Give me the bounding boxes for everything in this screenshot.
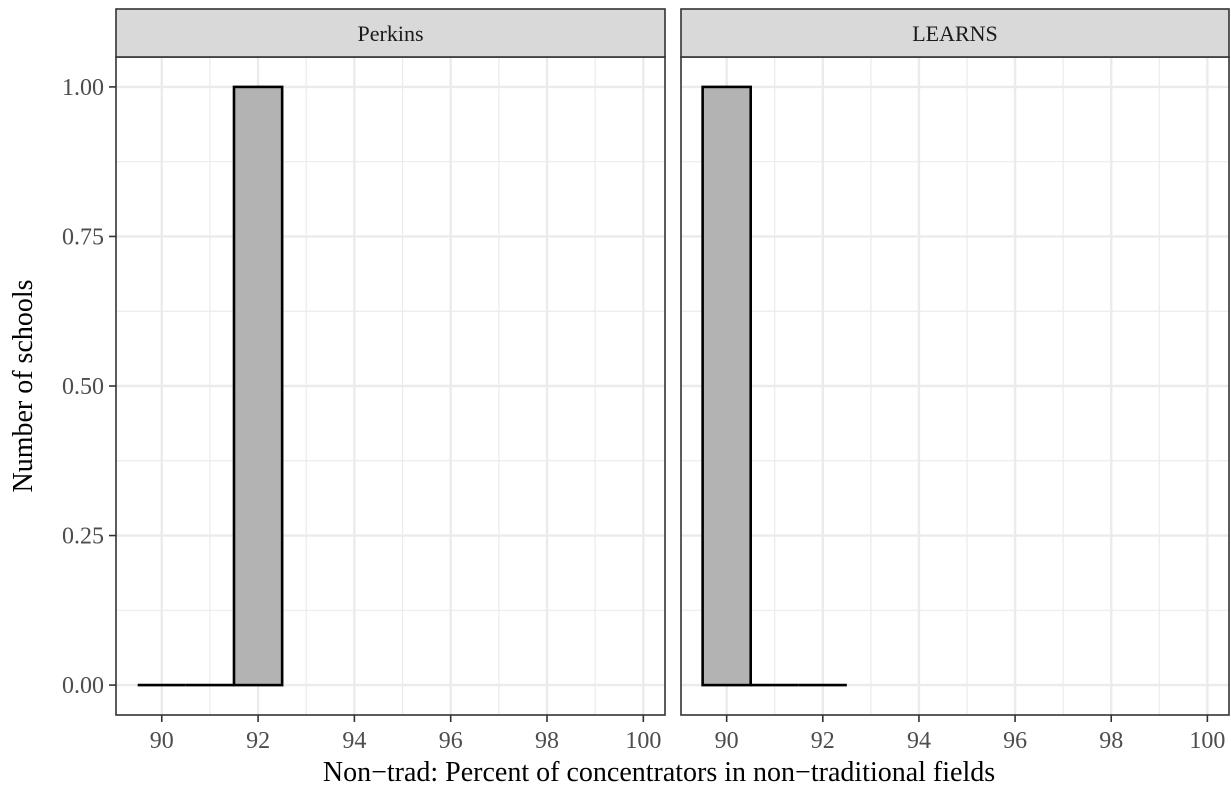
panel-learns: LEARNS 90 92 94 96 98 100 [680, 8, 1230, 754]
y-tick-label: 0.75 [62, 224, 104, 250]
x-tick-label: 92 [246, 728, 270, 754]
y-tick-label: 0.25 [62, 524, 104, 550]
facet-strip-label: Perkins [358, 21, 424, 46]
x-tick-label: 96 [1003, 728, 1027, 754]
x-tick-label: 90 [150, 728, 174, 754]
x-axis-title: Non−trad: Percent of concentrators in no… [323, 757, 995, 788]
y-axis-title: Number of schools [8, 279, 39, 492]
x-tick-label: 92 [811, 728, 835, 754]
facet-strip [680, 8, 1230, 58]
x-tick-label: 94 [907, 728, 931, 754]
x-tick-label: 90 [715, 728, 739, 754]
facet-strip [115, 8, 666, 58]
x-tick-label: 98 [535, 728, 559, 754]
x-tick-label: 94 [342, 728, 366, 754]
y-tick-label: 0.50 [62, 374, 104, 400]
x-tick-label: 100 [625, 728, 661, 754]
histogram-bar [701, 85, 753, 687]
x-tick-label: 100 [1189, 728, 1225, 754]
histogram-bar [232, 85, 284, 687]
y-tick-label: 0.00 [62, 673, 104, 699]
x-tick-label: 98 [1099, 728, 1123, 754]
panel-perkins: Perkins 90 92 94 96 98 100 0.00 0.25 0.50 0.75 1.00 [62, 8, 666, 754]
panels-layer: Perkins 90 92 94 96 98 100 0.00 0.25 0.50 0.75 1.00… [62, 8, 1230, 754]
facet-strip-label: LEARNS [912, 21, 998, 46]
x-tick-label: 96 [439, 728, 463, 754]
y-tick-label: 1.00 [62, 75, 104, 101]
